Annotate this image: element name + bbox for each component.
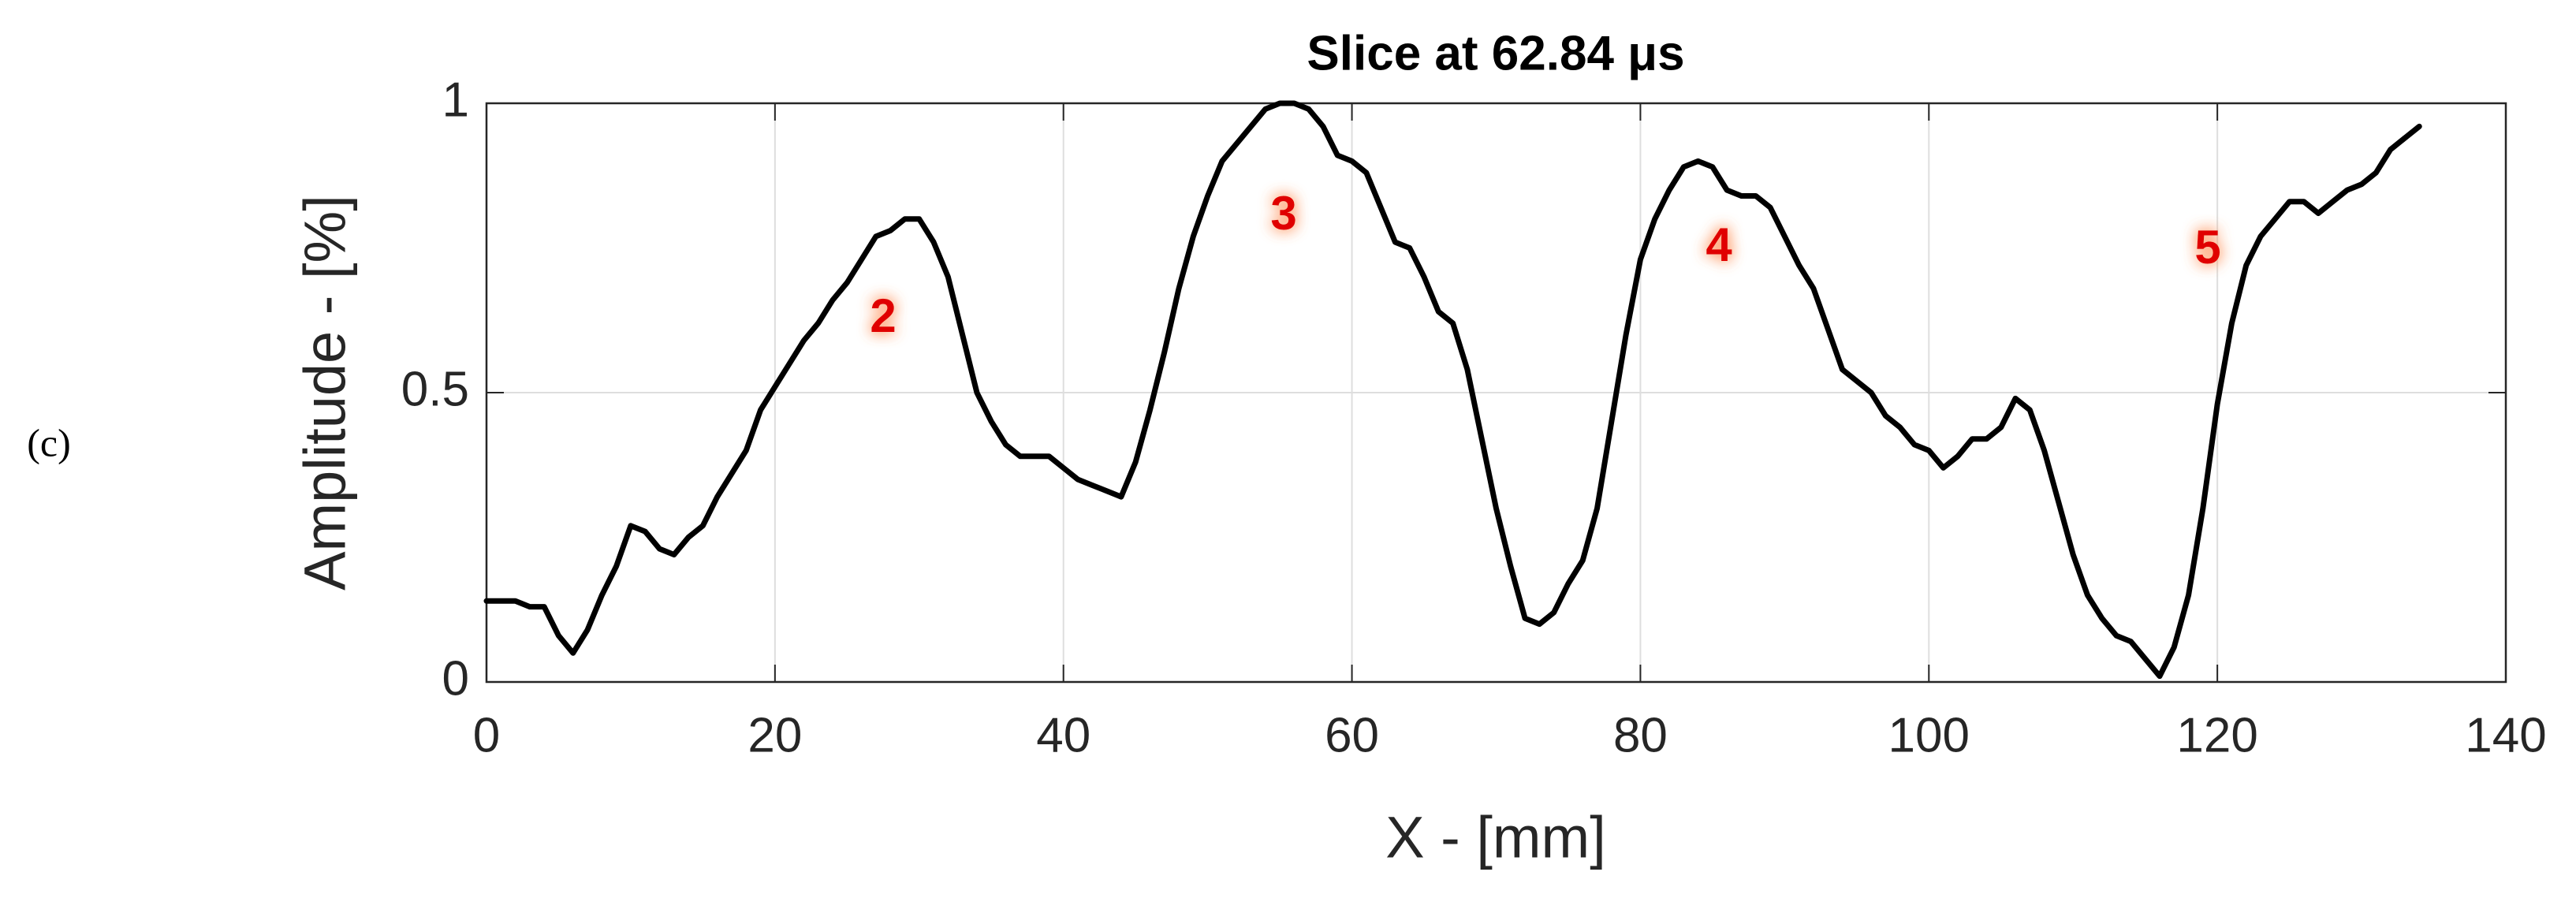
x-tick-label: 60: [1325, 708, 1379, 762]
x-tick-label: 80: [1613, 708, 1668, 762]
y-tick-label: 0: [442, 651, 469, 706]
x-tick-label: 0: [473, 708, 500, 762]
panel-label: (c): [27, 420, 71, 464]
peak-annotation: 5: [2194, 221, 2220, 274]
peak-annotation: 3: [1270, 187, 1296, 240]
axes-box: [485, 102, 2507, 684]
x-axis-label: X - [mm]: [1385, 805, 1606, 870]
y-axis-label: Amplitude - [%]: [293, 195, 358, 591]
x-tick-label: 100: [1888, 708, 1970, 762]
data-line: [483, 100, 2422, 680]
x-tick-label: 20: [747, 708, 802, 762]
x-tick-label: 120: [2176, 708, 2257, 762]
x-tick-label: 40: [1036, 708, 1090, 762]
x-tick-label: 140: [2465, 708, 2546, 762]
y-tick-label: 1: [442, 73, 469, 127]
peak-annotation: 2: [870, 289, 896, 342]
peak-annotation: 4: [1706, 218, 1732, 271]
chart-title: Slice at 62.84 μs: [1307, 26, 1684, 80]
y-tick-label: 0.5: [401, 362, 469, 416]
